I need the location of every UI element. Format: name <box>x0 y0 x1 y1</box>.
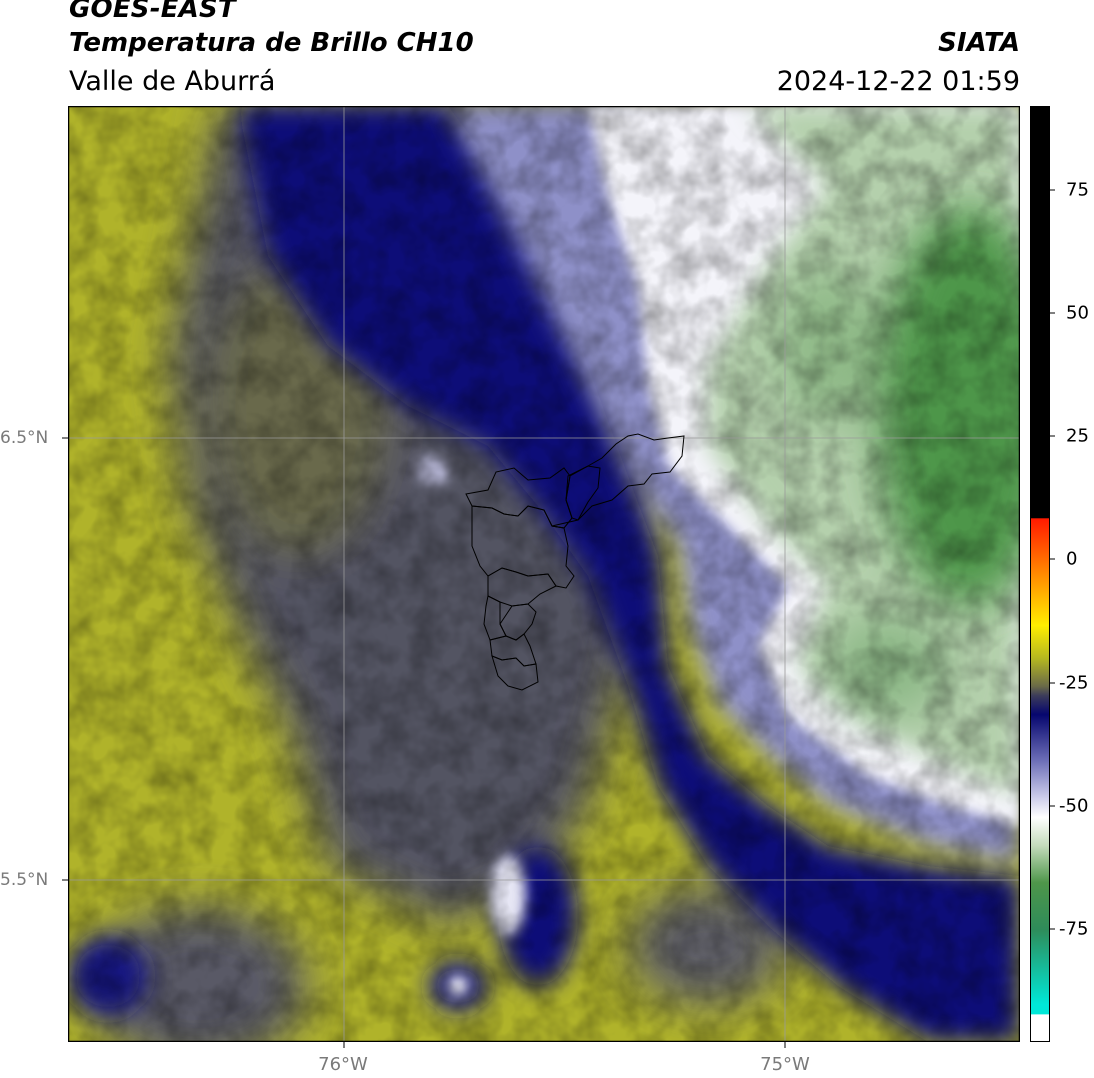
lon-label-75w: 75°W <box>760 1054 810 1075</box>
colorbar-tick-marks <box>1050 189 1055 930</box>
temperature-colorbar <box>1030 106 1050 1042</box>
lat-tick-marks <box>62 437 68 881</box>
valle-de-aburra-boundaries <box>465 433 685 691</box>
cb-tick-minus25: -25 <box>1059 672 1089 694</box>
lat-label-6-5n: 6.5°N <box>0 428 49 448</box>
lon-tick-marks <box>343 1042 786 1048</box>
brightness-temperature-map <box>68 106 1020 1042</box>
cb-tick-minus50: -50 <box>1059 795 1089 817</box>
lat-label-5-5n: 5.5°N <box>0 870 49 890</box>
satellite-title: GOES-EAST <box>69 0 236 24</box>
cb-tick-25: 25 <box>1066 425 1089 447</box>
datetime-label: 2024-12-22 01:59 <box>776 66 1020 97</box>
agency-label: SIATA <box>938 28 1020 58</box>
cb-tick-0: 0 <box>1066 548 1078 570</box>
cb-tick-minus75: -75 <box>1059 918 1089 940</box>
cb-tick-75: 75 <box>1066 179 1089 201</box>
cb-tick-50: 50 <box>1066 302 1089 324</box>
product-title: Temperatura de Brillo CH10 <box>69 28 474 58</box>
lon-label-76w: 76°W <box>318 1054 368 1075</box>
region-subtitle: Valle de Aburrá <box>69 66 276 97</box>
